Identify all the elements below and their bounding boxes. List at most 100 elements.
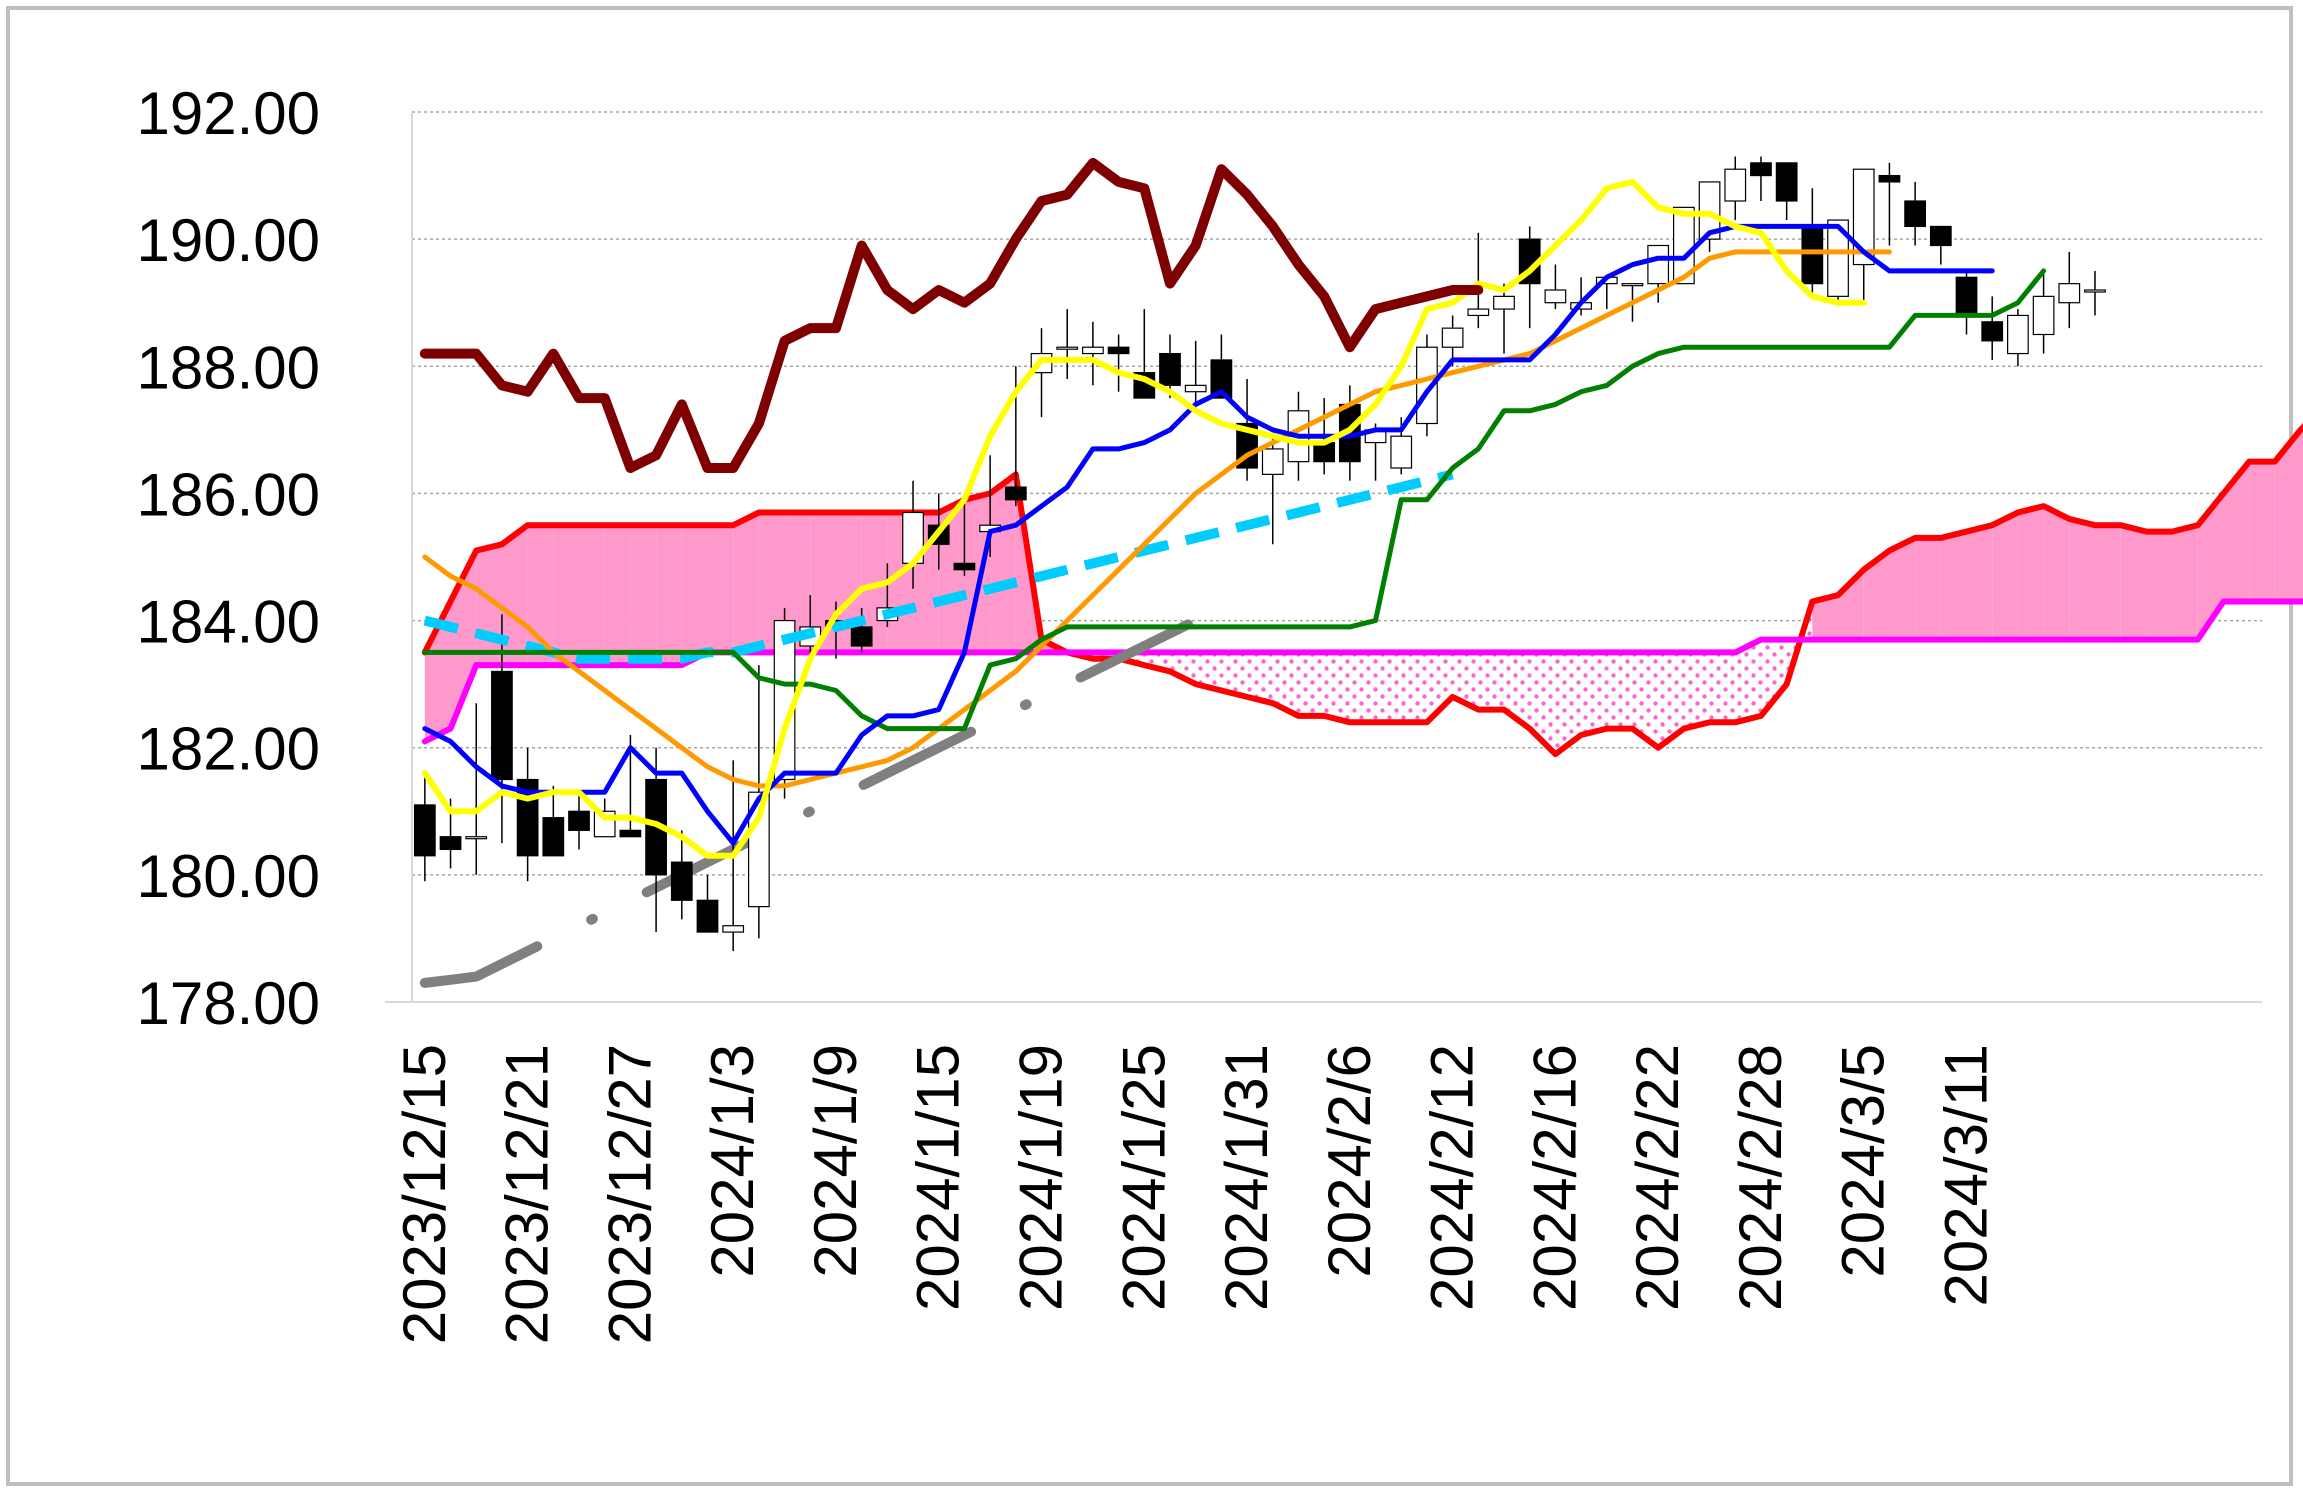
cloud-segment xyxy=(1940,531,1967,640)
candle-body xyxy=(1955,276,1978,317)
x-tick-label: 2023/12/15 xyxy=(391,1044,458,1344)
cloud-segment xyxy=(1889,537,1916,640)
x-tick-label: 2024/2/16 xyxy=(1521,1044,1588,1311)
cloud-segment xyxy=(990,474,1016,653)
candle-body xyxy=(1878,174,1901,183)
cloud-segment xyxy=(1709,652,1736,723)
chart-frame xyxy=(6,6,2293,1486)
cloud-segment xyxy=(2172,525,2198,640)
candle-body xyxy=(1261,448,1284,475)
candle-body xyxy=(1929,225,1952,247)
candle-body xyxy=(2058,283,2081,304)
candle-body xyxy=(2007,314,2029,355)
cloud-segment xyxy=(2043,506,2070,640)
candle-body xyxy=(1184,384,1207,393)
cloud-segment xyxy=(1683,652,1710,729)
cloud-segment xyxy=(630,525,657,666)
chikou-span-line xyxy=(419,157,1484,473)
x-tick-label: 2024/2/12 xyxy=(1419,1044,1486,1311)
x-tick-label: 2024/2/22 xyxy=(1624,1044,1691,1311)
candle-body xyxy=(2084,289,2106,293)
cloud-segment xyxy=(1221,652,1248,697)
candle-body xyxy=(439,836,462,851)
cloud-segment xyxy=(1581,652,1607,735)
kijun-trend-dashed-line xyxy=(423,469,1454,664)
cloud-segment xyxy=(1606,652,1633,729)
cloud-segment xyxy=(1735,639,1761,723)
y-tick-label: 188.00 xyxy=(136,334,320,401)
cloud-segment xyxy=(2120,525,2147,640)
cloud-segment xyxy=(501,525,528,666)
cloud-segment xyxy=(2197,493,2224,640)
candle-body xyxy=(1056,346,1079,350)
cloud-segment xyxy=(1658,652,1684,748)
cloud-segment xyxy=(656,525,682,666)
moving-average-yellow-line xyxy=(421,178,1867,859)
candle-body xyxy=(1750,162,1772,177)
senkou-span-a-line xyxy=(421,423,2303,758)
cloud-segment xyxy=(1504,652,1530,729)
y-tick-label: 180.00 xyxy=(136,843,320,910)
x-tick-label: 2024/3/11 xyxy=(1933,1044,2000,1306)
cloud-segment xyxy=(1812,595,1839,640)
cloud-segment xyxy=(1426,652,1453,723)
candle-body xyxy=(1827,219,1849,297)
candle-body xyxy=(1544,289,1567,304)
y-tick-label: 190.00 xyxy=(136,207,320,274)
cloud-segment xyxy=(707,525,734,653)
candle-body xyxy=(670,861,693,901)
cloud-segment xyxy=(1247,652,1273,704)
y-tick-label: 178.00 xyxy=(136,970,320,1037)
candle-body xyxy=(850,626,873,647)
candle-body xyxy=(413,804,436,857)
cloud-segment xyxy=(681,525,708,666)
x-tick-label: 2023/12/27 xyxy=(596,1044,663,1344)
candle-body xyxy=(1724,168,1747,202)
candle-body xyxy=(1698,181,1721,240)
cloud-segment xyxy=(1375,652,1402,723)
candle-body xyxy=(1159,352,1181,386)
y-tick-label: 192.00 xyxy=(136,80,320,147)
candle-body xyxy=(696,899,719,933)
cloud-segment xyxy=(1915,537,1941,640)
cloud-segment xyxy=(810,512,836,653)
cloud-segment xyxy=(424,601,451,742)
x-tick-label: 2024/1/25 xyxy=(1110,1044,1177,1311)
cloud-segment xyxy=(1452,652,1479,710)
x-tick-label: 2024/1/19 xyxy=(1008,1044,1075,1311)
candle-body xyxy=(1852,168,1875,266)
cloud-segment xyxy=(2146,531,2173,640)
cloud-segment xyxy=(2300,427,2303,602)
cloud-segment xyxy=(553,525,580,666)
moving-average-orange-line xyxy=(422,249,1892,789)
candle-body xyxy=(1981,321,2004,342)
candle-body xyxy=(1775,162,1798,202)
candle-body xyxy=(953,562,976,571)
candle-body xyxy=(1621,283,1644,287)
candle-body xyxy=(491,670,513,781)
cloud-segment xyxy=(1966,525,1993,640)
candle-body xyxy=(568,810,590,831)
cloud-segment xyxy=(1863,550,1890,640)
cloud-segment xyxy=(1272,652,1299,716)
cloud-segment xyxy=(1195,652,1222,691)
x-tick-label: 2024/3/5 xyxy=(1830,1044,1897,1278)
cloud-segment xyxy=(733,512,759,653)
candle-body xyxy=(2032,295,2055,336)
candle-body xyxy=(1416,346,1438,425)
cloud-segment xyxy=(1529,652,1556,755)
cloud-segment xyxy=(758,512,785,653)
candle-body xyxy=(1467,308,1490,317)
cloud-segment xyxy=(1349,652,1376,723)
cloud-segment xyxy=(1298,652,1325,716)
x-tick-label: 2024/2/28 xyxy=(1727,1044,1794,1311)
cloud-segment xyxy=(1324,652,1350,723)
candle-body xyxy=(465,836,488,840)
trendline-dashdot xyxy=(419,602,1227,988)
cloud-segment xyxy=(1478,652,1505,710)
candle-body xyxy=(1210,359,1233,399)
x-tick-label: 2024/1/9 xyxy=(802,1044,869,1278)
cloud-segment xyxy=(604,525,631,666)
candle-body xyxy=(1082,346,1104,355)
cloud-segment xyxy=(784,512,811,653)
